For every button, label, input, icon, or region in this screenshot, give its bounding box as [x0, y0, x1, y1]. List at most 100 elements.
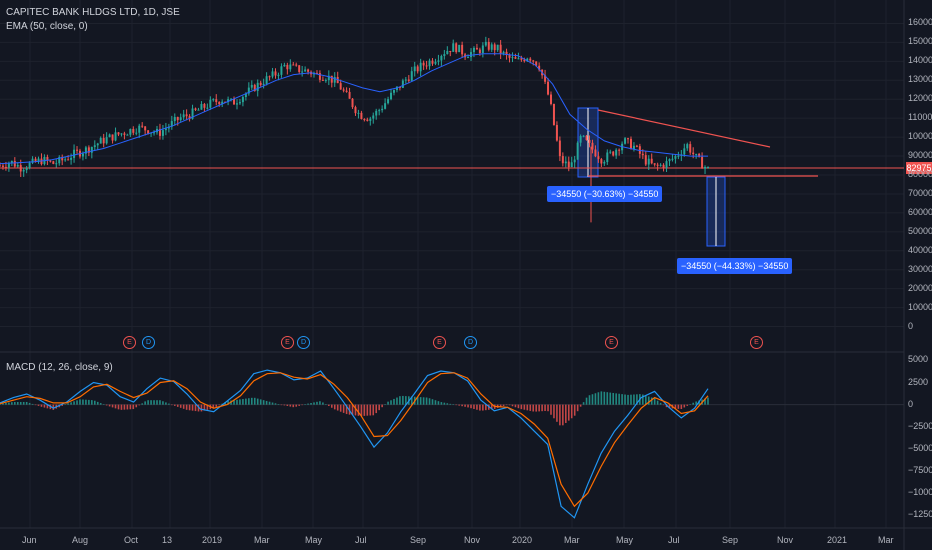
- earnings-icon[interactable]: E: [433, 336, 446, 349]
- candle-body: [215, 99, 218, 103]
- candle-body: [173, 117, 176, 122]
- macd-histogram-bar: [547, 404, 549, 412]
- candle-body: [689, 144, 692, 153]
- candle-body: [446, 50, 449, 55]
- macd-histogram-bar: [5, 402, 7, 405]
- macd-histogram-bar: [588, 395, 591, 405]
- candle-body: [96, 143, 99, 146]
- candle-body: [647, 158, 650, 165]
- macd-histogram-bar: [197, 404, 200, 412]
- macd-histogram-bar: [227, 400, 229, 405]
- candle-body: [108, 134, 111, 138]
- candle-body: [209, 99, 212, 108]
- candle-body: [144, 126, 147, 131]
- candle-body: [603, 162, 606, 164]
- price-tick-label: 60000: [908, 206, 932, 217]
- candle-body: [428, 60, 431, 67]
- macd-histogram-bar: [295, 404, 298, 407]
- macd-histogram-bar: [674, 404, 677, 409]
- candle-body: [612, 151, 615, 156]
- candle-body: [247, 87, 250, 94]
- ema-line: [0, 53, 708, 165]
- candle-body: [591, 142, 594, 150]
- macd-legend[interactable]: MACD (12, 26, close, 9): [6, 362, 113, 373]
- macd-histogram-bar: [61, 404, 64, 406]
- earnings-icon[interactable]: E: [605, 336, 618, 349]
- macd-histogram-bar: [245, 398, 247, 405]
- macd-histogram-bar: [464, 404, 466, 407]
- macd-histogram-bar: [333, 404, 336, 410]
- earnings-icon[interactable]: E: [123, 336, 136, 349]
- candle-body: [656, 164, 659, 166]
- price-tick-label: 50000: [908, 225, 932, 236]
- macd-histogram-bar: [695, 401, 697, 405]
- macd-histogram-bar: [304, 404, 306, 405]
- candle-body: [434, 61, 437, 64]
- macd-histogram-bar: [144, 401, 146, 405]
- macd-histogram-bar: [449, 403, 452, 405]
- macd-histogram-bar: [425, 397, 428, 405]
- candle-body: [182, 114, 185, 118]
- macd-histogram-bar: [562, 404, 564, 426]
- macd-histogram-bar: [283, 404, 286, 406]
- macd-histogram-bar: [366, 404, 369, 416]
- macd-histogram-bar: [150, 400, 152, 405]
- candle-body: [87, 147, 90, 153]
- macd-histogram-bar: [25, 401, 28, 405]
- macd-histogram-bar: [600, 391, 603, 405]
- candle-body: [132, 128, 135, 133]
- macd-histogram-bar: [132, 404, 135, 410]
- time-tick-label: Nov: [464, 535, 481, 545]
- macd-histogram-bar: [262, 400, 265, 405]
- macd-histogram-bar: [612, 392, 615, 405]
- macd-histogram-bar: [570, 404, 573, 419]
- candle-body: [244, 93, 247, 98]
- macd-histogram-bar: [422, 397, 425, 405]
- macd-histogram-bar: [79, 399, 81, 405]
- trendline-resistance[interactable]: [597, 109, 771, 148]
- dividend-icon[interactable]: D: [464, 336, 477, 349]
- macd-histogram-bar: [67, 403, 69, 405]
- dividend-icon[interactable]: D: [297, 336, 310, 349]
- candle-body: [390, 92, 393, 100]
- candle-body: [164, 128, 167, 131]
- earnings-icon[interactable]: E: [750, 336, 763, 349]
- time-tick-label: Nov: [777, 535, 794, 545]
- macd-histogram-bar: [2, 403, 4, 405]
- candle-body: [64, 159, 67, 161]
- time-tick-label: Jun: [22, 535, 37, 545]
- time-tick-label: 13: [162, 535, 173, 545]
- candle-body: [360, 112, 363, 120]
- candle-body: [422, 62, 425, 66]
- candle-body: [147, 130, 150, 134]
- macd-histogram-bar: [630, 394, 632, 405]
- candle-body: [25, 168, 28, 171]
- dividend-icon[interactable]: D: [142, 336, 155, 349]
- macd-tick-label: −5000: [908, 442, 932, 453]
- candle-body: [241, 97, 244, 103]
- candle-body: [629, 138, 632, 150]
- candle-body: [529, 58, 532, 61]
- candle-body: [511, 57, 514, 59]
- macd-histogram-bar: [96, 401, 99, 405]
- candle-body: [505, 51, 508, 56]
- macd-histogram-bar: [105, 404, 108, 406]
- candle-body: [387, 99, 390, 104]
- candle-body: [493, 44, 496, 51]
- price-tick-label: 80000: [908, 169, 932, 179]
- candle-body: [114, 132, 117, 141]
- earnings-icon[interactable]: E: [281, 336, 294, 349]
- candle-body: [0, 165, 1, 167]
- symbol-title[interactable]: CAPITEC BANK HLDGS LTD, 1D, JSE: [6, 7, 180, 18]
- candle-body: [384, 103, 387, 109]
- macd-histogram-bar: [108, 404, 111, 407]
- candle-body: [348, 91, 351, 99]
- candle-body: [455, 43, 458, 53]
- candle-body: [683, 148, 686, 155]
- macd-histogram-bar: [277, 404, 280, 405]
- candle-body: [277, 74, 280, 76]
- candle-body: [324, 80, 327, 82]
- ema-legend[interactable]: EMA (50, close, 0): [6, 21, 88, 32]
- macd-histogram-bar: [517, 404, 520, 409]
